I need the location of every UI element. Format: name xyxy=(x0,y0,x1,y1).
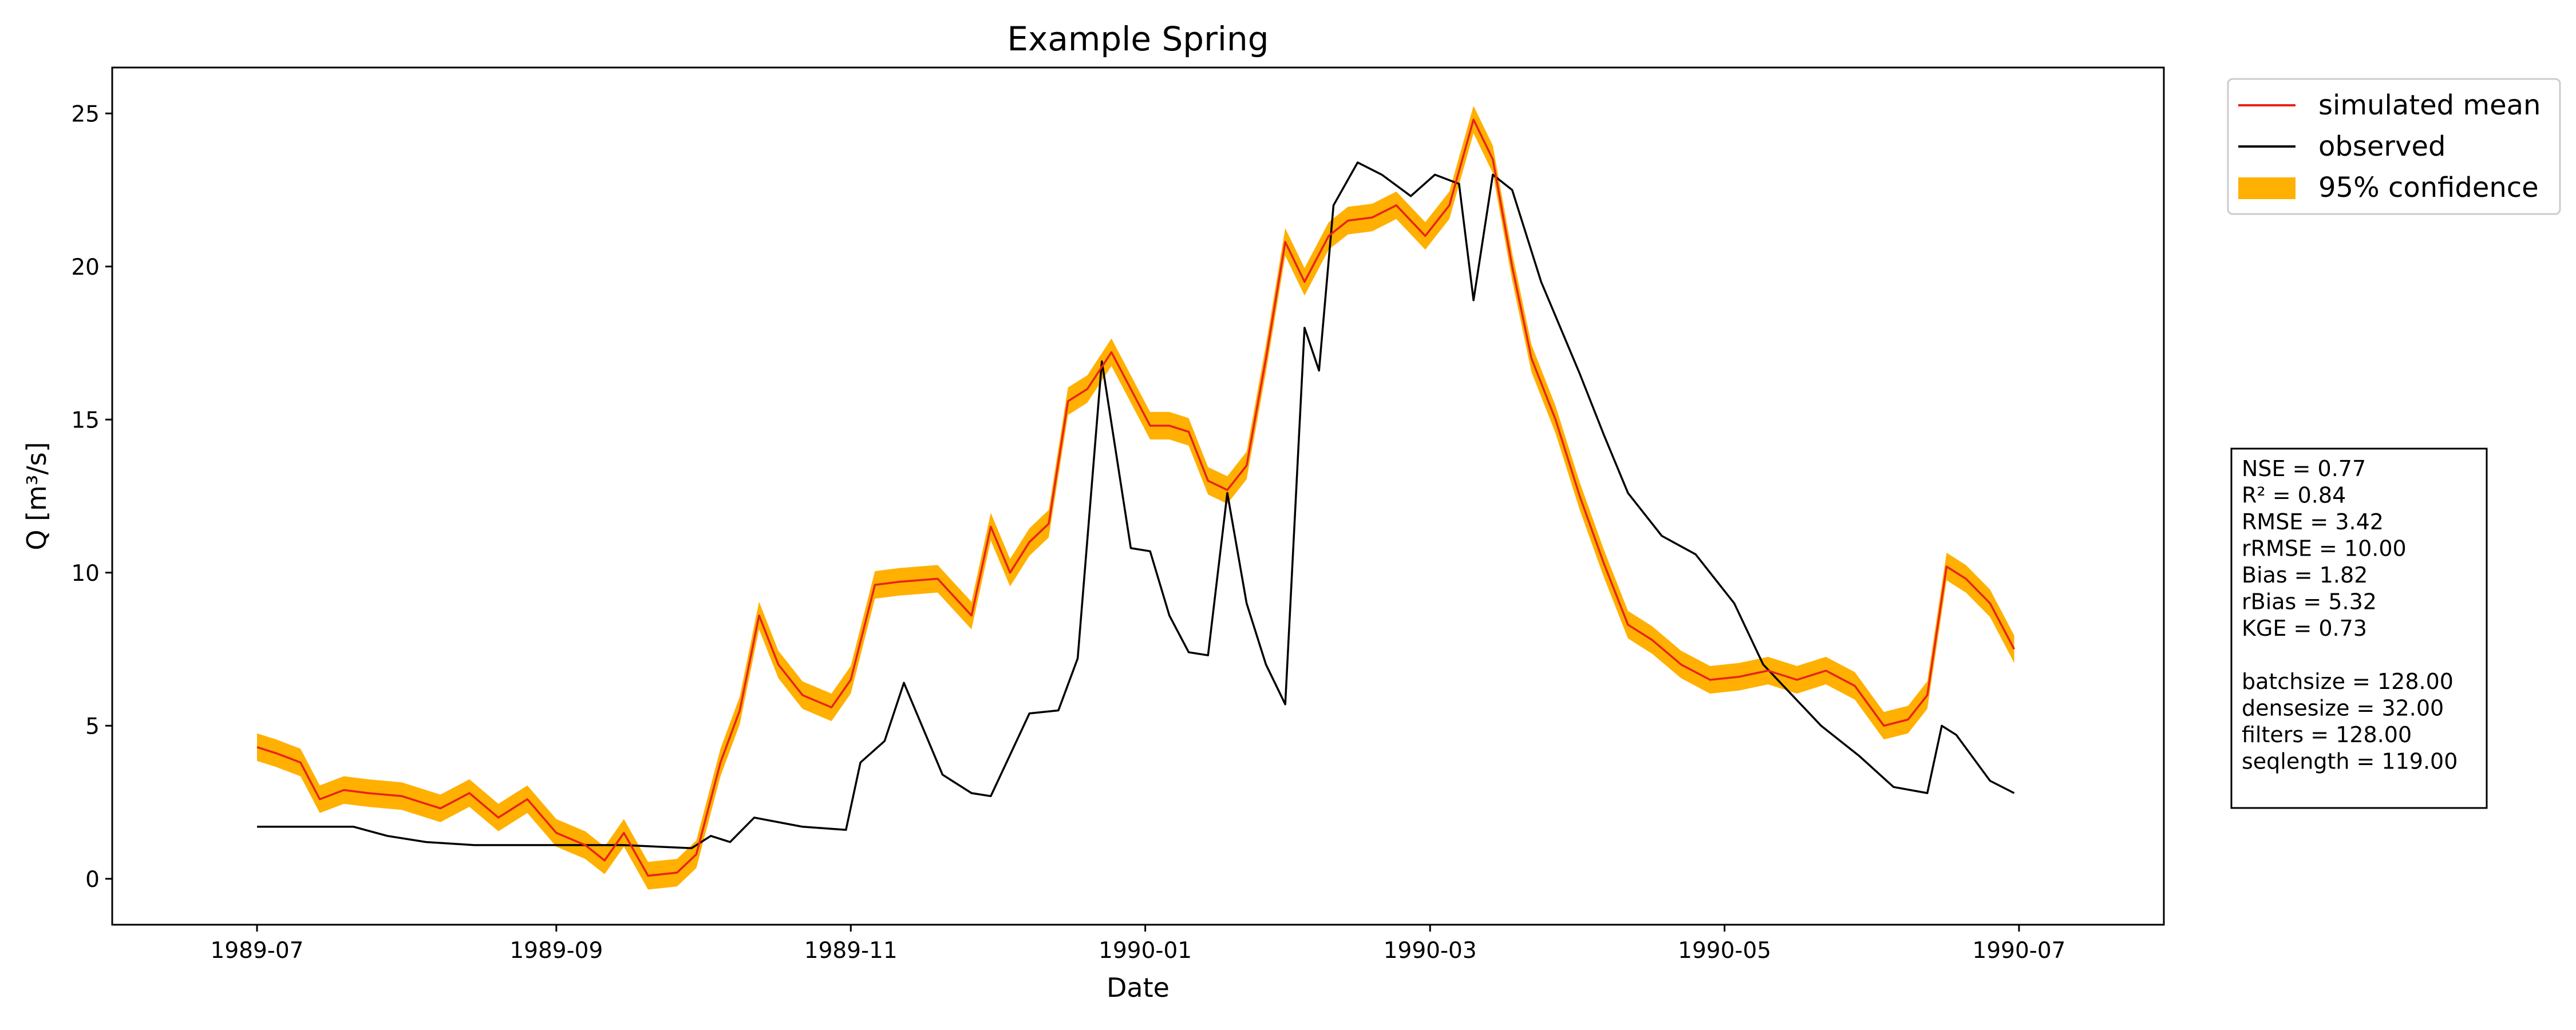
x-axis-ticks: 1989-07 1989-09 1989-11 1990-01 1990-03 1990-… xyxy=(211,925,2066,964)
plot-frame xyxy=(111,66,2165,926)
x-tick-label: 1990-03 xyxy=(1384,938,1477,964)
legend-swatch-confidence xyxy=(2238,177,2296,199)
x-tick-label: 1989-11 xyxy=(804,938,898,964)
x-axis-label: Date xyxy=(1107,972,1170,1003)
confidence-band xyxy=(257,105,2014,890)
legend-label-simulated-mean: simulated mean xyxy=(2318,89,2541,121)
observed-line xyxy=(257,161,2015,850)
x-tick-label: 1989-09 xyxy=(509,938,603,964)
metrics-line: rBias = 5.32 xyxy=(2242,589,2377,615)
y-tick-label: 15 xyxy=(71,407,100,433)
line-layer xyxy=(256,118,2016,877)
metrics-line: Bias = 1.82 xyxy=(2242,562,2368,588)
y-tick-label: 10 xyxy=(71,561,100,587)
metrics-line: KGE = 0.73 xyxy=(2242,616,2367,641)
legend-frame xyxy=(2227,78,2561,215)
x-tick-label: 1989-07 xyxy=(211,938,304,964)
legend-label-observed: observed xyxy=(2318,130,2446,163)
x-tick-label: 1990-05 xyxy=(1678,938,1771,964)
chart-title: Example Spring xyxy=(1007,19,1269,58)
legend: simulated mean observed 95% confidence xyxy=(2227,78,2561,215)
metrics-line: NSE = 0.77 xyxy=(2242,456,2366,481)
y-tick-label: 20 xyxy=(71,255,100,280)
y-axis-label: Q [m³/s] xyxy=(21,442,52,550)
metrics-line: densesize = 32.00 xyxy=(2242,696,2444,721)
metrics-line: rRMSE = 10.00 xyxy=(2242,536,2407,561)
y-tick-label: 25 xyxy=(71,101,100,127)
metrics-line: R² = 0.84 xyxy=(2242,483,2346,508)
metrics-line: seqlength = 119.00 xyxy=(2242,749,2458,774)
x-tick-label: 1990-01 xyxy=(1099,938,1192,964)
y-tick-label: 5 xyxy=(85,714,100,739)
confidence-band-layer xyxy=(257,105,2014,890)
metrics-frame xyxy=(2230,447,2488,809)
metrics-line: batchsize = 128.00 xyxy=(2242,669,2453,694)
y-axis-ticks: 0 5 10 15 20 25 xyxy=(71,101,112,893)
legend-label-confidence: 95% confidence xyxy=(2318,172,2539,204)
simulated-mean-line xyxy=(256,118,2016,877)
metrics-line: filters = 128.00 xyxy=(2242,722,2412,747)
x-tick-label: 1990-07 xyxy=(1973,938,2066,964)
metrics-line: RMSE = 3.42 xyxy=(2242,509,2384,534)
y-tick-label: 0 xyxy=(85,867,100,893)
